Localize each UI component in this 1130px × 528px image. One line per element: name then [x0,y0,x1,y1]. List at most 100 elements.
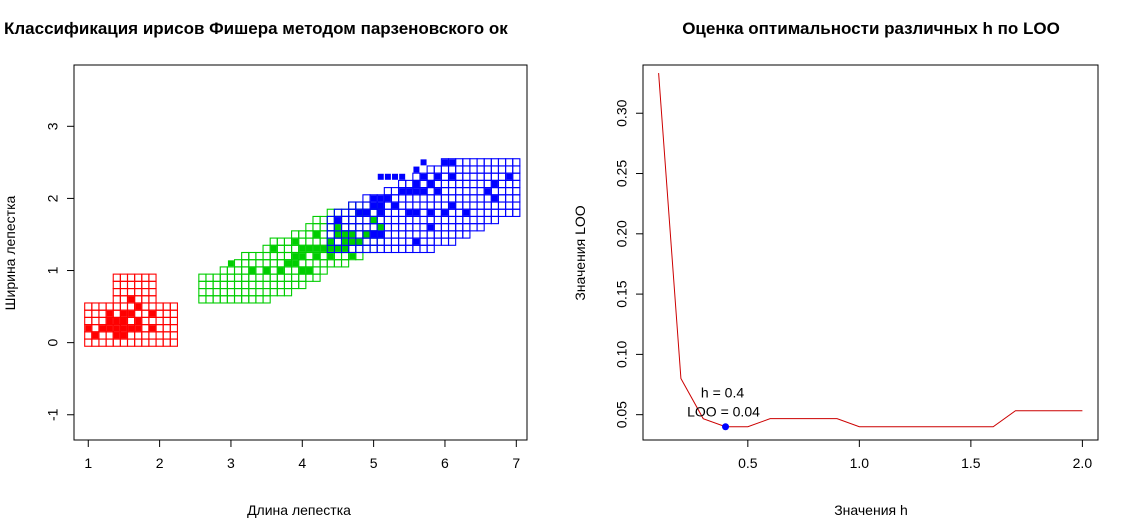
map-cell [284,245,291,252]
map-cell [220,267,227,274]
map-cell [391,224,398,231]
map-cell [85,303,92,310]
map-cell [356,253,363,260]
map-cell [106,332,113,339]
map-cell [456,202,463,209]
map-cell [342,260,349,267]
map-cell [477,159,484,166]
map-cell [242,267,249,274]
map-cell [342,216,349,223]
point-versicolor [292,260,298,266]
y-tick-label: 0.15 [614,280,630,307]
x-tick-label: 6 [441,455,449,471]
point-virginica [506,174,512,180]
map-cell [470,209,477,216]
point-virginica [406,188,412,194]
map-cell [284,289,291,296]
map-cell [391,195,398,202]
map-cell [363,238,370,245]
map-cell [399,238,406,245]
optimal-h-label: h = 0.4 [701,385,744,401]
map-cell [320,238,327,245]
map-cell [284,267,291,274]
map-cell [441,224,448,231]
map-cell [113,281,120,288]
loo-x-label: Значения h [834,502,908,518]
map-cell [406,238,413,245]
map-cell [449,166,456,173]
map-cell [327,231,334,238]
map-cell [270,260,277,267]
point-setosa [128,311,134,317]
map-cell [263,245,270,252]
map-cell [427,173,434,180]
map-region-setosa [85,274,178,346]
map-cell [342,224,349,231]
map-cell [349,209,356,216]
point-virginica [492,195,498,201]
map-cell [299,281,306,288]
map-cell [420,195,427,202]
map-cell [99,303,106,310]
map-cell [470,216,477,223]
point-virginica [371,231,377,237]
y-tick-label: 1 [45,266,61,274]
classification-y-label: Ширина лепестка [2,195,18,310]
map-cell [434,180,441,187]
point-versicolor [299,253,305,259]
point-virginica [385,195,391,201]
map-cell [484,195,491,202]
map-cell [456,188,463,195]
map-cell [92,310,99,317]
map-cell [227,274,234,281]
map-cell [156,310,163,317]
map-cell [149,296,156,303]
point-virginica [378,203,384,209]
map-cell [320,216,327,223]
y-tick-label: 2 [45,194,61,202]
map-cell [277,289,284,296]
map-cell [113,310,120,317]
x-tick-label: 1.0 [850,455,870,471]
point-virginica [449,159,455,165]
map-cell [120,289,127,296]
map-cell [363,216,370,223]
map-cell [263,274,270,281]
map-cell [377,216,384,223]
map-cell [249,253,256,260]
map-cell [327,224,334,231]
loo-chart: Оценка оптимальности различных h по LOO … [572,19,1098,518]
map-cell [149,303,156,310]
map-cell [463,159,470,166]
map-cell [149,332,156,339]
map-cell [434,231,441,238]
map-cell [320,224,327,231]
map-cell [420,209,427,216]
map-cell [128,303,135,310]
map-cell [284,281,291,288]
loo-series-line [659,73,1083,427]
map-cell [513,209,520,216]
map-cell [456,224,463,231]
point-versicolor [371,217,377,223]
map-cell [277,260,284,267]
map-cell [449,188,456,195]
map-cell [384,188,391,195]
point-virginica [485,188,491,194]
map-cell [449,238,456,245]
map-cell [292,267,299,274]
map-cell [149,274,156,281]
map-cell [249,274,256,281]
map-cell [420,238,427,245]
map-cell [413,202,420,209]
map-cell [85,332,92,339]
map-cell [327,216,334,223]
map-cell [363,245,370,252]
map-cell [420,216,427,223]
map-cell [477,195,484,202]
map-cell [391,216,398,223]
map-cell [498,209,505,216]
map-cell [449,216,456,223]
x-tick-label: 0.5 [738,455,758,471]
x-tick-label: 5 [370,455,378,471]
